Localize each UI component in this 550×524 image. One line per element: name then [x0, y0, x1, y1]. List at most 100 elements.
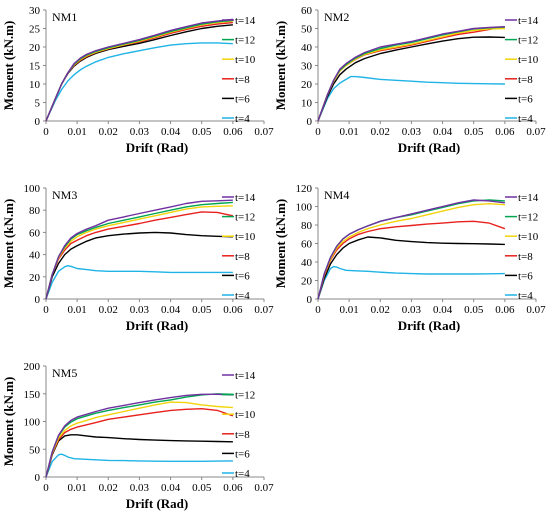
series-line-t-4 [317, 265, 505, 300]
x-tick-label: 0.02 [371, 304, 390, 316]
x-tick-label: 0.02 [99, 126, 118, 138]
series-line-t-6 [45, 434, 233, 478]
x-tick-label: 0.07 [254, 304, 274, 316]
x-tick-label: 0.01 [68, 126, 87, 138]
y-tick-label: 80 [29, 205, 41, 217]
legend-label: t=14 [235, 370, 256, 382]
y-tick-label: 120 [296, 183, 313, 195]
legend-label: t=4 [518, 113, 533, 125]
y-tick-label: 5 [35, 98, 41, 110]
legend-label: t=10 [518, 231, 539, 243]
x-tick-label: 0.02 [99, 482, 118, 494]
y-tick-label: 20 [29, 272, 41, 284]
x-tick-label: 0.01 [68, 304, 87, 316]
x-tick-label: 0.07 [254, 482, 274, 494]
x-tick-label: 0.05 [192, 304, 212, 316]
y-tick-label: 0 [307, 294, 313, 306]
legend-label: t=12 [235, 390, 255, 402]
x-tick-label: 0.06 [495, 126, 515, 138]
x-axis-title: Drift (Rad) [126, 318, 188, 333]
series-line-t-14 [45, 18, 233, 122]
x-tick-label: 0.04 [161, 126, 181, 138]
series-line-t-4 [45, 42, 233, 122]
y-tick-label: 10 [29, 79, 41, 91]
x-tick-label: 0 [43, 126, 49, 138]
legend-label: t=4 [518, 290, 533, 302]
y-tick-label: 20 [29, 42, 41, 54]
x-axis-title: Drift (Rad) [398, 140, 460, 155]
series-line-t-10 [317, 202, 505, 300]
x-axis-title: Drift (Rad) [126, 496, 188, 511]
x-tick-label: 0.04 [161, 304, 181, 316]
x-tick-label: 0.02 [371, 126, 390, 138]
x-tick-label: 0 [43, 304, 49, 316]
y-tick-label: 100 [296, 202, 313, 214]
y-tick-label: 20 [301, 276, 313, 288]
series-line-t-4 [45, 265, 233, 300]
y-tick-label: 0 [35, 294, 41, 306]
x-tick-label: 0.04 [433, 126, 453, 138]
y-tick-label: 80 [301, 220, 313, 232]
legend-label: t=12 [518, 35, 538, 47]
x-tick-label: 0.02 [99, 304, 118, 316]
series-line-t-14 [317, 199, 505, 300]
x-tick-label: 0.01 [340, 126, 359, 138]
series-line-t-6 [317, 236, 505, 300]
x-axis-title: Drift (Rad) [126, 140, 188, 155]
x-tick-label: 0.06 [223, 482, 243, 494]
y-tick-label: 30 [29, 5, 41, 17]
panel-title: NM3 [52, 188, 77, 202]
y-tick-label: 40 [301, 42, 313, 54]
legend-label: t=10 [235, 409, 256, 421]
y-tick-label: 60 [301, 239, 313, 251]
panel-title: NM4 [324, 188, 349, 202]
legend-label: t=8 [518, 251, 533, 263]
legend-label: t=6 [235, 270, 250, 282]
y-tick-label: 40 [301, 257, 313, 269]
panel-title: NM5 [52, 366, 77, 380]
legend-label: t=12 [235, 35, 255, 47]
panel-title: NM2 [324, 10, 349, 24]
y-tick-label: 0 [35, 472, 41, 484]
legend-label: t=6 [235, 93, 250, 105]
legend-label: t=10 [518, 54, 539, 66]
x-tick-label: 0.04 [161, 482, 181, 494]
x-tick-label: 0.05 [192, 126, 212, 138]
y-tick-label: 25 [29, 24, 41, 36]
legend-label: t=12 [235, 212, 255, 224]
y-tick-label: 200 [24, 361, 41, 373]
x-tick-label: 0.03 [130, 482, 150, 494]
x-tick-label: 0 [315, 126, 321, 138]
legend-label: t=12 [518, 212, 538, 224]
y-tick-label: 30 [301, 61, 313, 73]
legend-label: t=4 [235, 290, 250, 302]
y-axis-title: Moment (kN.m) [1, 199, 16, 289]
x-tick-label: 0.03 [130, 126, 150, 138]
chart-panel-nm2: 0 0.01 0.02 0.03 0.04 0.05 0.06 0.07 0 10 20 30 40 50… [273, 5, 546, 155]
y-tick-label: 40 [29, 250, 41, 262]
x-tick-label: 0.07 [526, 304, 546, 316]
legend-label: t=8 [235, 74, 250, 86]
chart-panel-nm5: 0 0.01 0.02 0.03 0.04 0.05 0.06 0.07 0 50 100 150 20… [1, 361, 274, 511]
x-tick-label: 0 [43, 482, 49, 494]
series-line-t-6 [317, 36, 505, 122]
x-tick-label: 0.03 [402, 126, 422, 138]
series-line-t-4 [317, 75, 505, 122]
series-line-t-14 [45, 393, 233, 478]
y-axis-title: Moment (kN.m) [1, 21, 16, 111]
y-tick-label: 20 [301, 79, 313, 91]
x-tick-label: 0.01 [68, 482, 87, 494]
y-tick-label: 0 [307, 116, 313, 128]
legend-label: t=8 [518, 74, 533, 86]
chart-panel-nm4: 0 0.01 0.02 0.03 0.04 0.05 0.06 0.07 0 20 40 60 80 10… [273, 183, 546, 333]
y-axis-title: Moment (kN.m) [273, 199, 288, 289]
legend-label: t=14 [518, 15, 539, 27]
series-line-t-14 [45, 199, 233, 300]
x-tick-label: 0.05 [464, 304, 484, 316]
chart-panel-nm3: 0 0.01 0.02 0.03 0.04 0.05 0.06 0.07 0 20 40 60 80 10… [1, 183, 274, 333]
x-tick-label: 0.05 [464, 126, 484, 138]
x-tick-label: 0.07 [254, 126, 274, 138]
legend-label: t=8 [235, 251, 250, 263]
y-tick-label: 15 [29, 61, 41, 73]
